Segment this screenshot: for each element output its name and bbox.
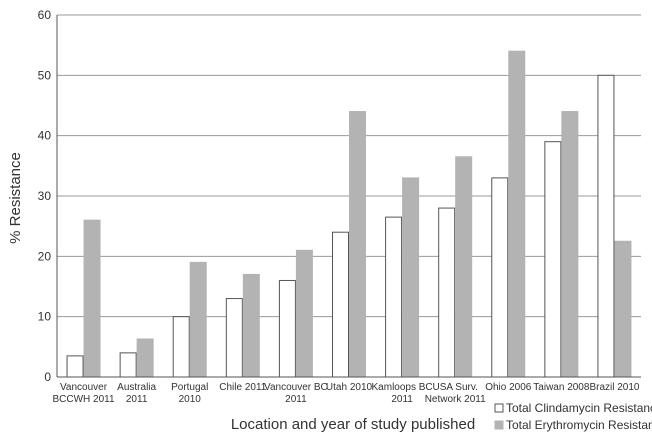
y-tick-label: 40 — [38, 129, 52, 143]
bar-clindamycin-6 — [385, 216, 403, 378]
legend-label-erythromycin: Total Erythromycin Resistance — [506, 418, 652, 432]
bar-clindamycin-3 — [225, 298, 243, 378]
bar-erythromycin-4 — [295, 249, 313, 378]
bar-erythromycin-10 — [614, 240, 632, 378]
x-axis-title: Location and year of study published — [231, 416, 475, 433]
bar-clindamycin-10 — [597, 74, 615, 378]
x-category-label: Ohio 2006 — [485, 382, 532, 393]
y-axis-title: % Resistance — [7, 152, 24, 244]
x-category-label-line: Ohio 2006 — [485, 382, 532, 393]
legend-swatch-erythromycin — [494, 420, 504, 430]
x-category-label-line: Australia — [117, 382, 156, 393]
x-category-label: Utah 2010 — [326, 382, 373, 393]
x-category-label: Portugal 2010 — [171, 382, 208, 405]
x-category-label-line: 2011 — [391, 394, 413, 405]
bar-erythromycin-7 — [455, 156, 473, 378]
x-category-label: Australia 2011 — [117, 382, 156, 405]
x-category-label: Taiwan 2008 — [533, 382, 590, 393]
bar-clindamycin-2 — [172, 316, 190, 378]
y-tick-label: 50 — [38, 68, 52, 82]
bars — [66, 50, 632, 378]
legend-swatch-clindamycin — [494, 403, 504, 413]
y-tick-label: 0 — [44, 370, 51, 384]
bar-erythromycin-1 — [136, 338, 154, 378]
y-tick-label: 60 — [38, 8, 52, 22]
x-category-label-line: Vancouver BC — [264, 382, 328, 393]
bar-clindamycin-8 — [491, 177, 509, 378]
x-category-label-line: Network 2011 — [425, 394, 486, 405]
x-category-label-line: BCCWH 2011 — [53, 394, 115, 405]
bar-clindamycin-0 — [66, 355, 84, 378]
bar-erythromycin-3 — [242, 273, 260, 378]
legend-label-clindamycin: Total Clindamycin Resistance — [506, 401, 652, 415]
bar-clindamycin-9 — [544, 141, 562, 378]
x-category-label-line: USA Surv. — [432, 382, 477, 393]
bar-clindamycin-5 — [332, 231, 349, 378]
x-category-label-line: Chile 2011 — [219, 382, 267, 393]
bar-clindamycin-7 — [438, 207, 456, 378]
y-tick-label: 10 — [38, 310, 52, 324]
x-category-label: Vancouver BCCWH 2011 — [53, 382, 115, 405]
x-category-label: USA Surv. Network 2011 — [425, 382, 486, 405]
bar-erythromycin-9 — [561, 111, 579, 378]
x-category-label-line: Taiwan 2008 — [533, 382, 590, 393]
x-category-label-line: 2011 — [285, 394, 307, 405]
bar-clindamycin-4 — [278, 279, 296, 378]
bar-erythromycin-8 — [508, 50, 526, 378]
bar-clindamycin-1 — [119, 352, 137, 378]
x-category-label: Kamloops BC 2011 — [372, 382, 433, 405]
x-category-label-line: Portugal — [171, 382, 208, 393]
bar-erythromycin-5 — [349, 111, 366, 378]
x-category-label-line: Utah 2010 — [326, 382, 373, 393]
x-category-label-line: 2011 — [126, 394, 148, 405]
x-category-label-line: Vancouver — [60, 382, 108, 393]
x-category-label: Vancouver BC 2011 — [264, 382, 328, 405]
legend: Total Clindamycin Resistance Total Eryth… — [494, 401, 652, 432]
x-category-label-line: 2010 — [179, 394, 202, 405]
x-category-label: Brazil 2010 — [589, 382, 639, 393]
bar-erythromycin-6 — [402, 177, 420, 378]
x-category-label-line: Kamloops BC — [372, 382, 433, 393]
y-axis-ticks: 0 10 20 30 40 50 60 — [38, 8, 52, 384]
y-tick-label: 20 — [38, 249, 52, 263]
x-category-label: Chile 2011 — [219, 382, 267, 393]
bar-erythromycin-2 — [189, 261, 207, 378]
bar-erythromycin-0 — [83, 219, 101, 378]
x-category-label-line: Brazil 2010 — [589, 382, 639, 393]
y-tick-label: 30 — [38, 189, 52, 203]
